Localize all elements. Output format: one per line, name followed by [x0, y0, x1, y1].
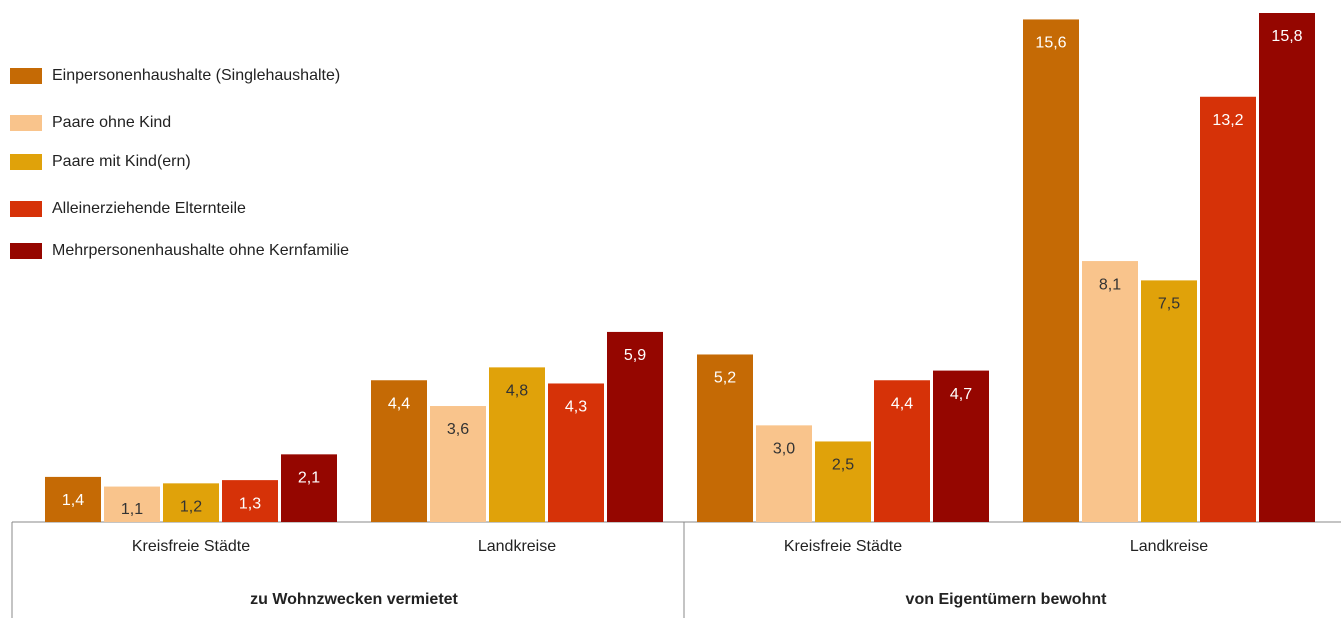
data-label: 1,1 — [121, 501, 143, 518]
legend-label: Paare mit Kind(ern) — [52, 153, 191, 170]
bar — [1023, 19, 1079, 523]
bar — [222, 480, 278, 522]
legend-swatch — [10, 154, 42, 170]
data-label: 7,5 — [1158, 296, 1180, 313]
data-label: 15,8 — [1271, 28, 1302, 45]
legend-swatch — [10, 68, 42, 84]
data-label: 1,2 — [180, 499, 202, 516]
data-label: 4,4 — [891, 395, 913, 412]
data-label: 2,1 — [298, 470, 320, 487]
bar — [489, 367, 545, 522]
legend-label: Mehrpersonenhaushalte ohne Kernfamilie — [52, 242, 349, 259]
data-label: 4,7 — [950, 386, 972, 403]
bar — [281, 454, 337, 522]
legend-label: Paare ohne Kind — [52, 114, 171, 131]
data-label: 3,0 — [773, 441, 795, 458]
bar — [104, 486, 160, 522]
bar — [371, 380, 427, 522]
data-label: 3,6 — [447, 421, 469, 438]
bar — [697, 354, 753, 522]
bar — [1141, 280, 1197, 522]
bar — [1259, 13, 1315, 522]
bar — [548, 383, 604, 522]
data-label: 5,9 — [624, 347, 646, 364]
x-tick-label: Landkreise — [478, 538, 556, 555]
x-tick-label: Kreisfreie Städte — [132, 538, 250, 555]
bar — [933, 370, 989, 522]
data-label: 4,3 — [565, 399, 587, 416]
data-label: 4,8 — [506, 383, 528, 400]
bar — [1200, 96, 1256, 522]
legend-label: Einpersonenhaushalte (Singlehaushalte) — [52, 67, 340, 84]
bar — [756, 425, 812, 522]
bar — [1082, 261, 1138, 522]
data-label: 5,2 — [714, 370, 736, 387]
data-label: 8,1 — [1099, 276, 1121, 293]
data-label: 1,3 — [239, 495, 261, 512]
group-label: von Eigentümern bewohnt — [906, 591, 1108, 608]
legend-swatch — [10, 243, 42, 259]
legend-label: Alleinerziehende Elternteile — [52, 200, 246, 217]
bar — [815, 441, 871, 522]
data-label: 2,5 — [832, 457, 854, 474]
data-label: 15,6 — [1035, 35, 1066, 52]
legend-swatch — [10, 201, 42, 217]
data-label: 4,4 — [388, 395, 410, 412]
data-label: 1,4 — [62, 492, 84, 509]
legend-swatch — [10, 115, 42, 131]
bar — [45, 476, 101, 522]
bar — [430, 406, 486, 522]
x-tick-label: Landkreise — [1130, 538, 1208, 555]
data-label: 13,2 — [1212, 112, 1243, 129]
bar — [163, 483, 219, 522]
bar — [874, 380, 930, 522]
bar — [607, 331, 663, 522]
group-label: zu Wohnzwecken vermietet — [250, 591, 458, 608]
x-tick-label: Kreisfreie Städte — [784, 538, 902, 555]
